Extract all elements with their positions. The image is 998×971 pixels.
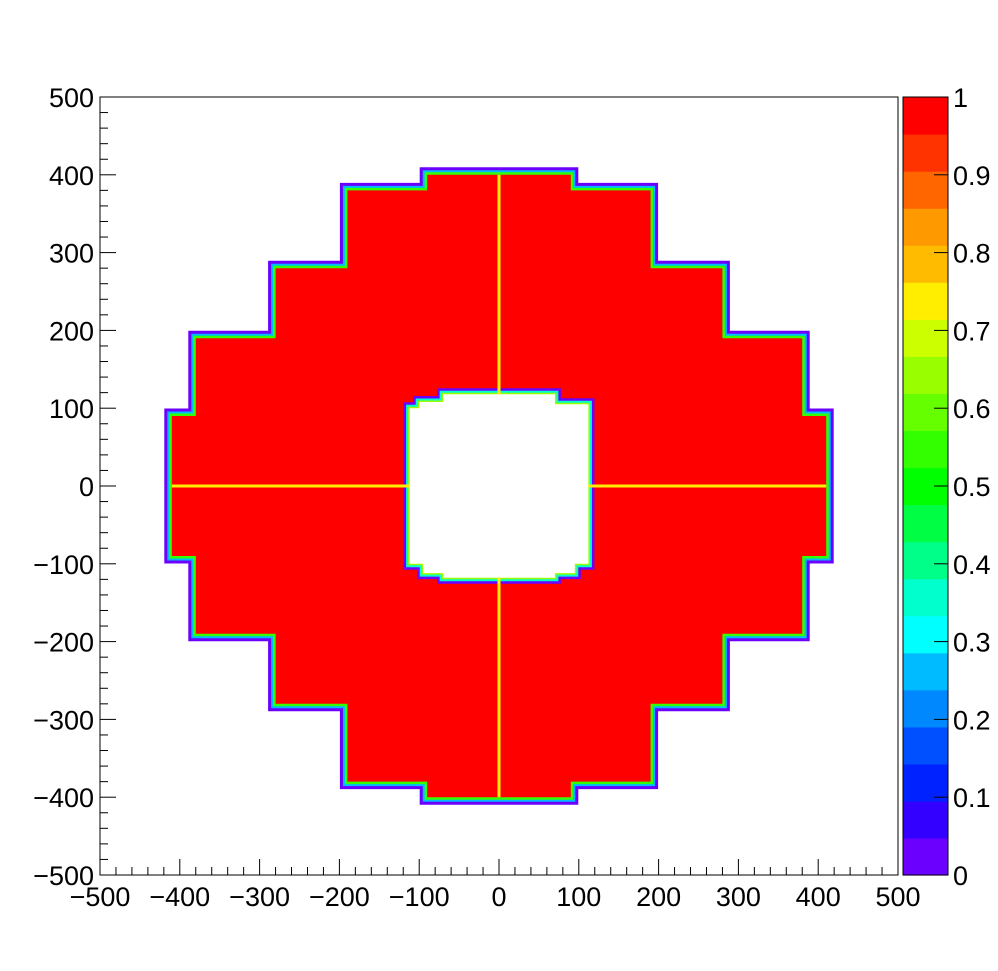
- colorbar-segment: [903, 652, 948, 691]
- y-tick-label: −400: [33, 783, 94, 813]
- x-tick-label: 400: [796, 882, 841, 912]
- beam-hole: [409, 394, 589, 578]
- y-tick-label: −200: [33, 628, 94, 658]
- y-tick-label: 0: [79, 472, 94, 502]
- colorbar-segment: [903, 837, 948, 876]
- colorbar-tick-label: 1: [953, 83, 968, 113]
- x-tick-label: −100: [389, 882, 450, 912]
- y-tick-label: −100: [33, 550, 94, 580]
- colorbar-segment: [903, 393, 948, 432]
- x-tick-label: −200: [309, 882, 370, 912]
- colorbar-tick-label: 0.5: [953, 472, 991, 502]
- colorbar-segment: [903, 282, 948, 320]
- y-tick-label: 300: [49, 239, 94, 269]
- colorbar-segment: [903, 171, 948, 209]
- colorbar-tick-label: 0.7: [953, 316, 991, 346]
- colorbar-tick-label: 0: [953, 861, 968, 891]
- colorbar-segment: [903, 134, 948, 172]
- colorbar-segment: [903, 319, 948, 357]
- y-tick-label: 400: [49, 161, 94, 191]
- full-efficiency-region: [171, 174, 827, 798]
- y-tick-label: 500: [49, 83, 94, 113]
- color-scale: 0 0.1 0.2 0.3 0.4 0.5 0.6 0.7 0.8 0.9 1: [902, 83, 991, 891]
- x-tick-label: −300: [229, 882, 290, 912]
- colorbar-segment: [903, 208, 948, 246]
- colorbar-segment: [903, 97, 948, 135]
- x-tick-label: 200: [636, 882, 681, 912]
- colorbar-segment: [903, 504, 948, 543]
- colorbar-tick-label: 0.3: [953, 628, 991, 658]
- x-tick-label: 300: [716, 882, 761, 912]
- y-tick-label: −500: [33, 861, 94, 891]
- colorbar-segment: [903, 800, 948, 839]
- colorbar-tick-label: 0.4: [953, 550, 991, 580]
- colorbar-segment: [903, 245, 948, 283]
- colorbar-segment: [903, 578, 948, 617]
- x-tick-label: 500: [875, 882, 920, 912]
- colorbar-segment: [903, 763, 948, 802]
- x-tick-label: −500: [70, 882, 131, 912]
- colorbar-segment: [903, 615, 948, 654]
- x-tick-label: −400: [149, 882, 210, 912]
- x-tick-label: 100: [556, 882, 601, 912]
- colorbar-segment: [903, 689, 948, 728]
- colorbar-segment: [903, 356, 948, 394]
- colorbar-tick-label: 0.2: [953, 705, 991, 735]
- colorbar-tick-label: 0.6: [953, 394, 991, 424]
- y-tick-label: 200: [49, 316, 94, 346]
- colorbar-tick-label: 0.9: [953, 161, 991, 191]
- y-tick-label: −300: [33, 705, 94, 735]
- axes: −500 −400 −300 −200 −100 0 100 200 300 400 500 500 4…: [33, 83, 920, 912]
- x-tick-label: 0: [491, 882, 506, 912]
- plot-area: [100, 97, 898, 875]
- colorbar-segment: [903, 726, 948, 765]
- y-tick-label: 100: [49, 394, 94, 424]
- colorbar-segment: [903, 541, 948, 580]
- colorbar-tick-label: 0.1: [953, 783, 991, 813]
- colorbar-tick-label: 0.8: [953, 239, 991, 269]
- colorbar-segment: [903, 430, 948, 469]
